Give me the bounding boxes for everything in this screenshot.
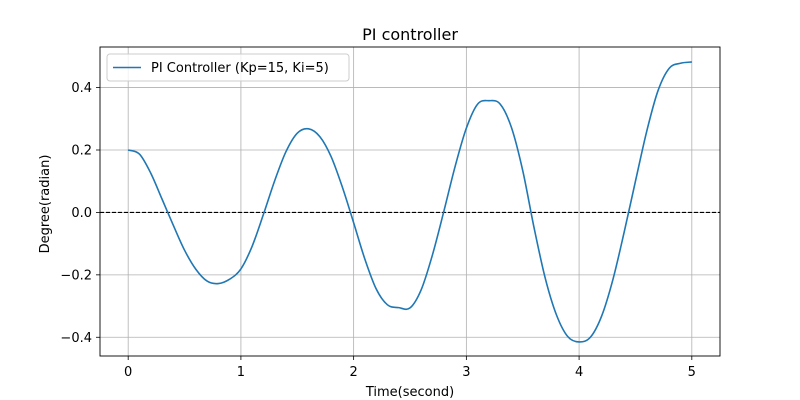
x-axis-label: Time(second) xyxy=(365,385,454,400)
y-axis-label: Degree(radian) xyxy=(38,155,53,254)
legend-box xyxy=(106,53,350,82)
x-tick-label: 2 xyxy=(349,365,357,380)
y-tick-label: −0.4 xyxy=(60,331,92,346)
y-tick-label: −0.2 xyxy=(60,268,92,283)
legend: PI Controller (Kp=15, Ki=5) xyxy=(106,53,350,82)
x-tick-label: 3 xyxy=(462,365,470,380)
y-tick-label: 0.2 xyxy=(71,144,92,159)
chart-title: PI controller xyxy=(362,25,458,44)
y-tick-label: 0.4 xyxy=(71,81,92,96)
x-tick-label: 5 xyxy=(688,365,696,380)
x-tick-label: 4 xyxy=(575,365,583,380)
y-tick-label: 0.0 xyxy=(71,206,92,221)
legend-label: PI Controller (Kp=15, Ki=5) xyxy=(151,61,329,76)
axes-frame xyxy=(99,46,721,357)
x-tick-label: 1 xyxy=(237,365,245,380)
x-tick-label: 0 xyxy=(124,365,132,380)
series-line xyxy=(127,61,692,343)
plot-area: 0 1 2 3 4 5 −0.4 −0.2 0.0 0.2 0.4 PI Controller (Kp… xyxy=(60,46,721,380)
